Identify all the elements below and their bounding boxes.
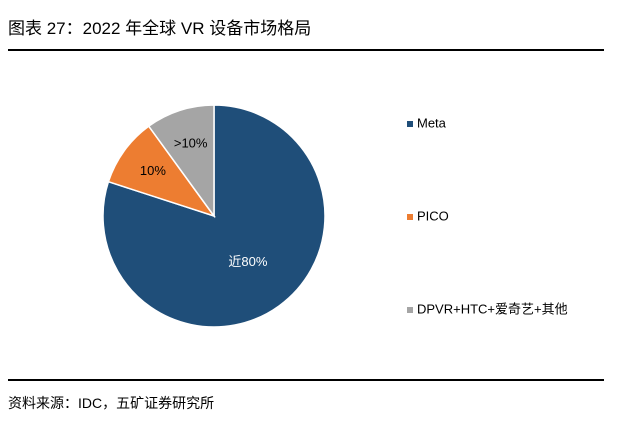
pie-data-labels: 近80% 10% >10% xyxy=(140,136,268,269)
source-rule xyxy=(8,379,604,381)
pie-data-label-0: 近80% xyxy=(228,254,267,269)
legend-swatch-1 xyxy=(407,214,413,220)
source-note: 资料来源：IDC，五矿证券研究所 xyxy=(8,395,215,411)
pie-slice-2 xyxy=(147,104,215,219)
legend: Meta PICO DPVR+HTC+爱奇艺+其他 xyxy=(407,115,568,316)
legend-label-2: DPVR+HTC+爱奇艺+其他 xyxy=(417,301,568,316)
pie-slices xyxy=(102,104,326,328)
legend-label-0: Meta xyxy=(417,115,447,130)
title-rule xyxy=(8,49,604,51)
pie-data-label-1: 10% xyxy=(140,163,166,178)
legend-swatch-2 xyxy=(407,307,413,313)
legend-swatch-0 xyxy=(407,121,413,127)
pie-data-label-2: >10% xyxy=(174,136,208,151)
figure-title: 图表 27：2022 年全球 VR 设备市场格局 xyxy=(8,19,312,38)
legend-label-1: PICO xyxy=(417,208,449,223)
